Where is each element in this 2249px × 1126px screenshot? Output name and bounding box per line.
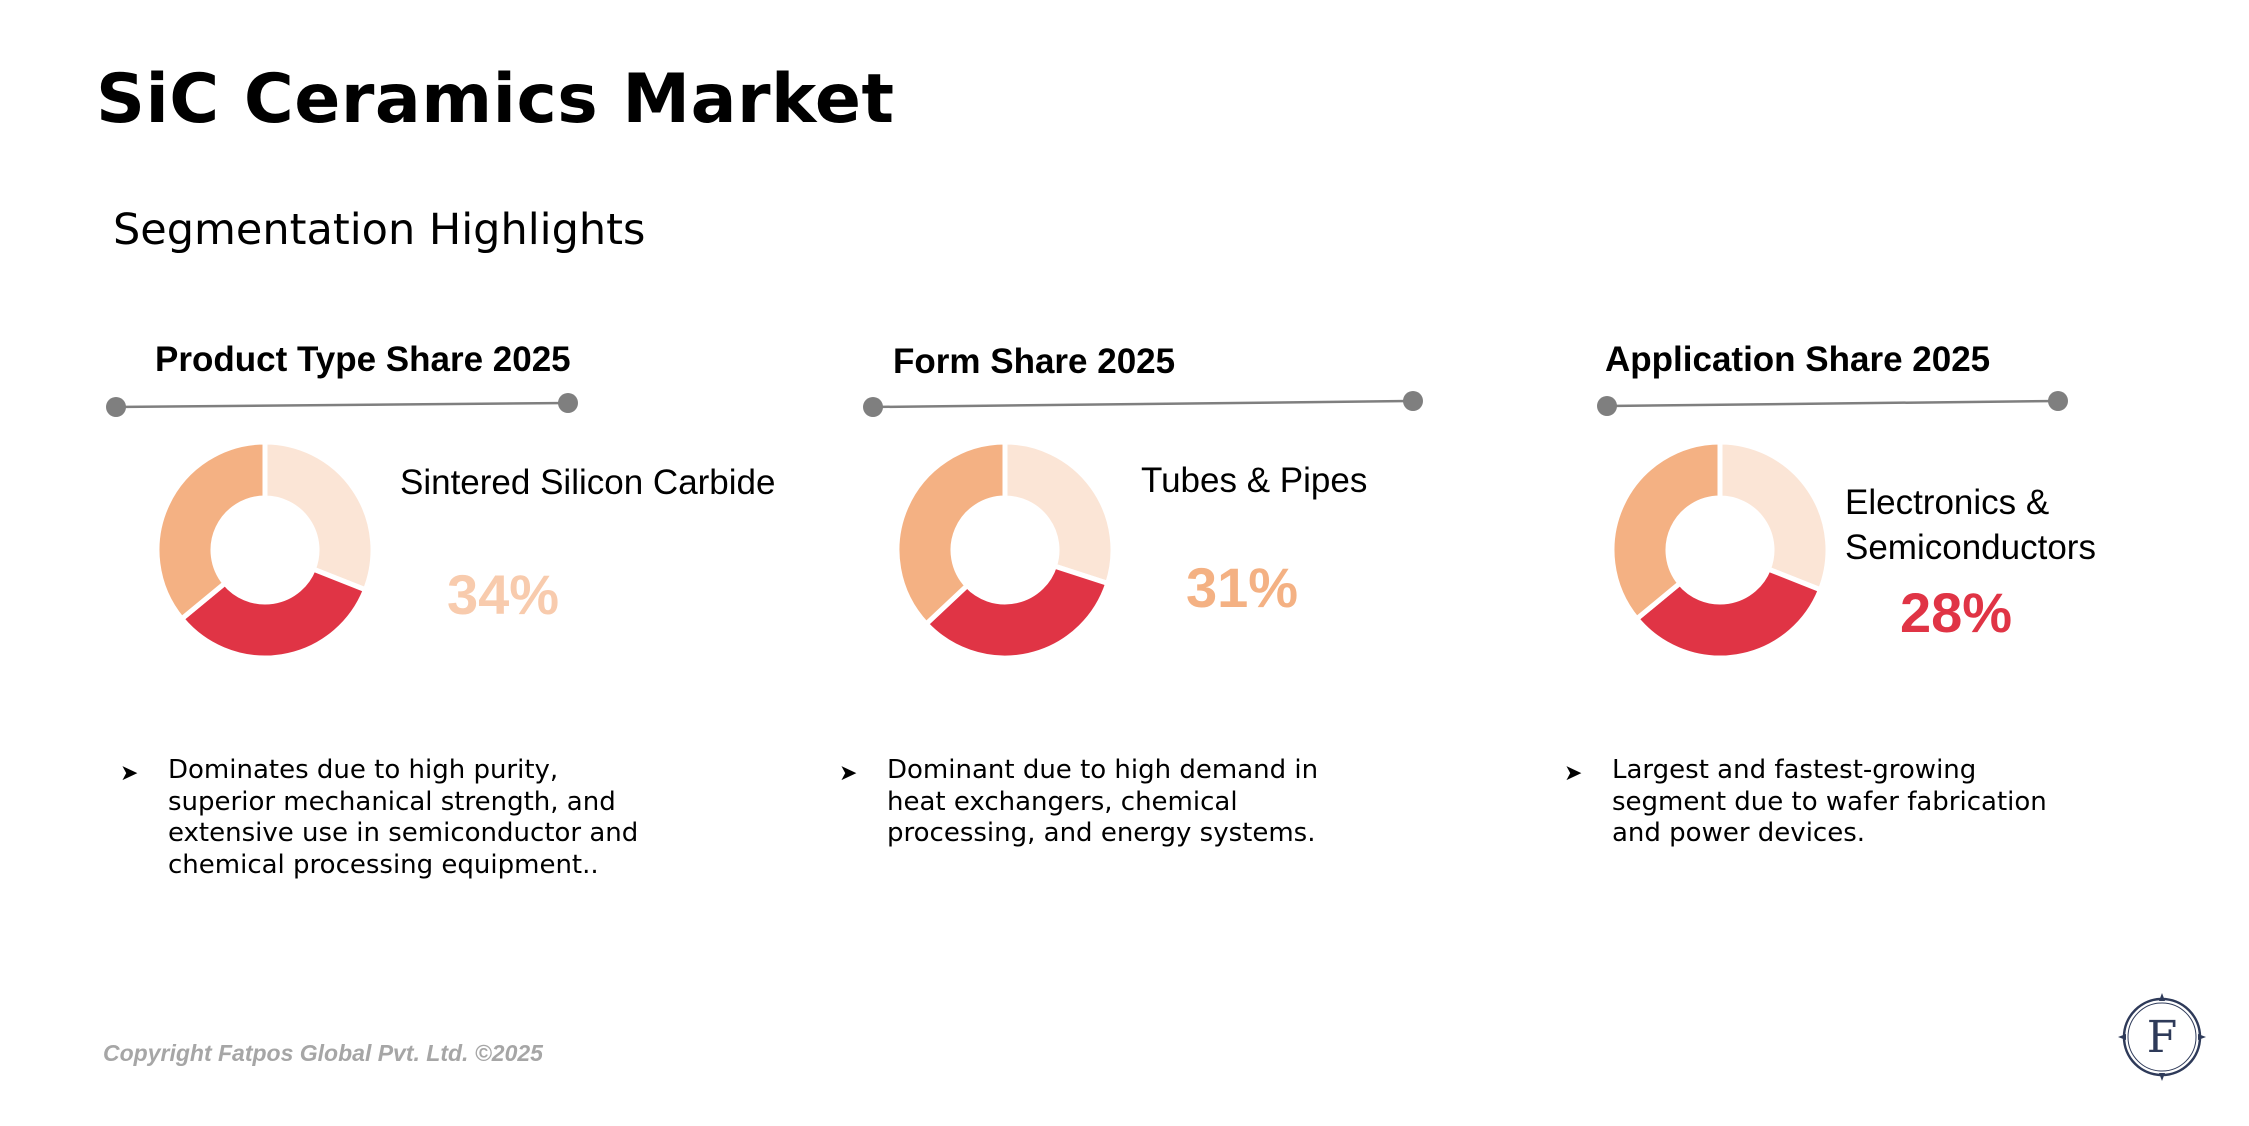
- connector-end-dot: [1403, 391, 1423, 411]
- connector-end-dot: [2048, 391, 2068, 411]
- copyright-text: Copyright Fatpos Global Pvt. Ltd. ©2025: [103, 1040, 543, 1066]
- donut-slice-1: [178, 565, 369, 660]
- connector-end-dot: [558, 393, 578, 413]
- description-bullet: ➤ Dominant due to high demand in heat ex…: [839, 755, 1479, 850]
- page-subtitle: Segmentation Highlights: [113, 205, 646, 255]
- page-title: SiC Ceramics Market: [96, 60, 895, 139]
- connector-start-dot: [106, 397, 126, 417]
- title-connector-line: [863, 391, 1423, 417]
- title-connector-line: [106, 393, 578, 417]
- arrowhead-bullet-icon: ➤: [120, 760, 139, 785]
- donut-chart: [895, 440, 1115, 660]
- top-segment-value: 34%: [447, 563, 560, 626]
- description-text: Dominates due to high purity, superior m…: [168, 755, 639, 880]
- form-panel: Form Share 2025 Tubes & Pipes 31% ➤ Domi…: [839, 330, 1573, 950]
- donut-chart: [155, 440, 375, 660]
- panel-title: Product Type Share 2025: [155, 340, 571, 379]
- description-bullet: ➤ Dominates due to high purity, superior…: [120, 755, 760, 881]
- connector-start-dot: [1597, 396, 1617, 416]
- donut-slice-2: [895, 440, 1008, 628]
- svg-text:F: F: [2147, 1012, 2178, 1063]
- fatpos-logo-icon: F: [2118, 993, 2206, 1081]
- description-text: Largest and fastest-growing segment due …: [1612, 755, 2047, 848]
- donut-slice-1: [922, 562, 1111, 660]
- donut-slice-0: [1717, 440, 1830, 594]
- arrowhead-bullet-icon: ➤: [1564, 760, 1583, 785]
- donut-slice-1: [1633, 565, 1824, 660]
- donut-slice-0: [1002, 440, 1115, 587]
- donut-chart: [1610, 440, 1830, 660]
- description-text: Dominant due to high demand in heat exch…: [887, 755, 1319, 848]
- top-segment-label: Tubes & Pipes: [1141, 461, 1368, 500]
- donut-slice-2: [1610, 440, 1723, 623]
- top-segment-label: Sintered Silicon Carbide: [400, 463, 776, 502]
- title-connector-line: [1597, 391, 2068, 416]
- description-bullet: ➤ Largest and fastest-growing segment du…: [1564, 755, 2204, 850]
- top-segment-value: 28%: [1900, 581, 2013, 644]
- top-segment-label: Electronics & Semiconductors: [1845, 483, 2096, 567]
- application-panel: Application Share 2025 Electronics & Sem…: [1564, 330, 2249, 950]
- panel-title: Application Share 2025: [1605, 340, 1991, 379]
- connector-start-dot: [863, 397, 883, 417]
- donut-slice-0: [262, 440, 375, 594]
- product-type-panel: Product Type Share 2025 Sintered Silicon…: [106, 330, 815, 950]
- arrowhead-bullet-icon: ➤: [839, 760, 858, 785]
- donut-slice-2: [155, 440, 268, 623]
- top-segment-value: 31%: [1186, 556, 1299, 619]
- panel-title: Form Share 2025: [893, 342, 1176, 381]
